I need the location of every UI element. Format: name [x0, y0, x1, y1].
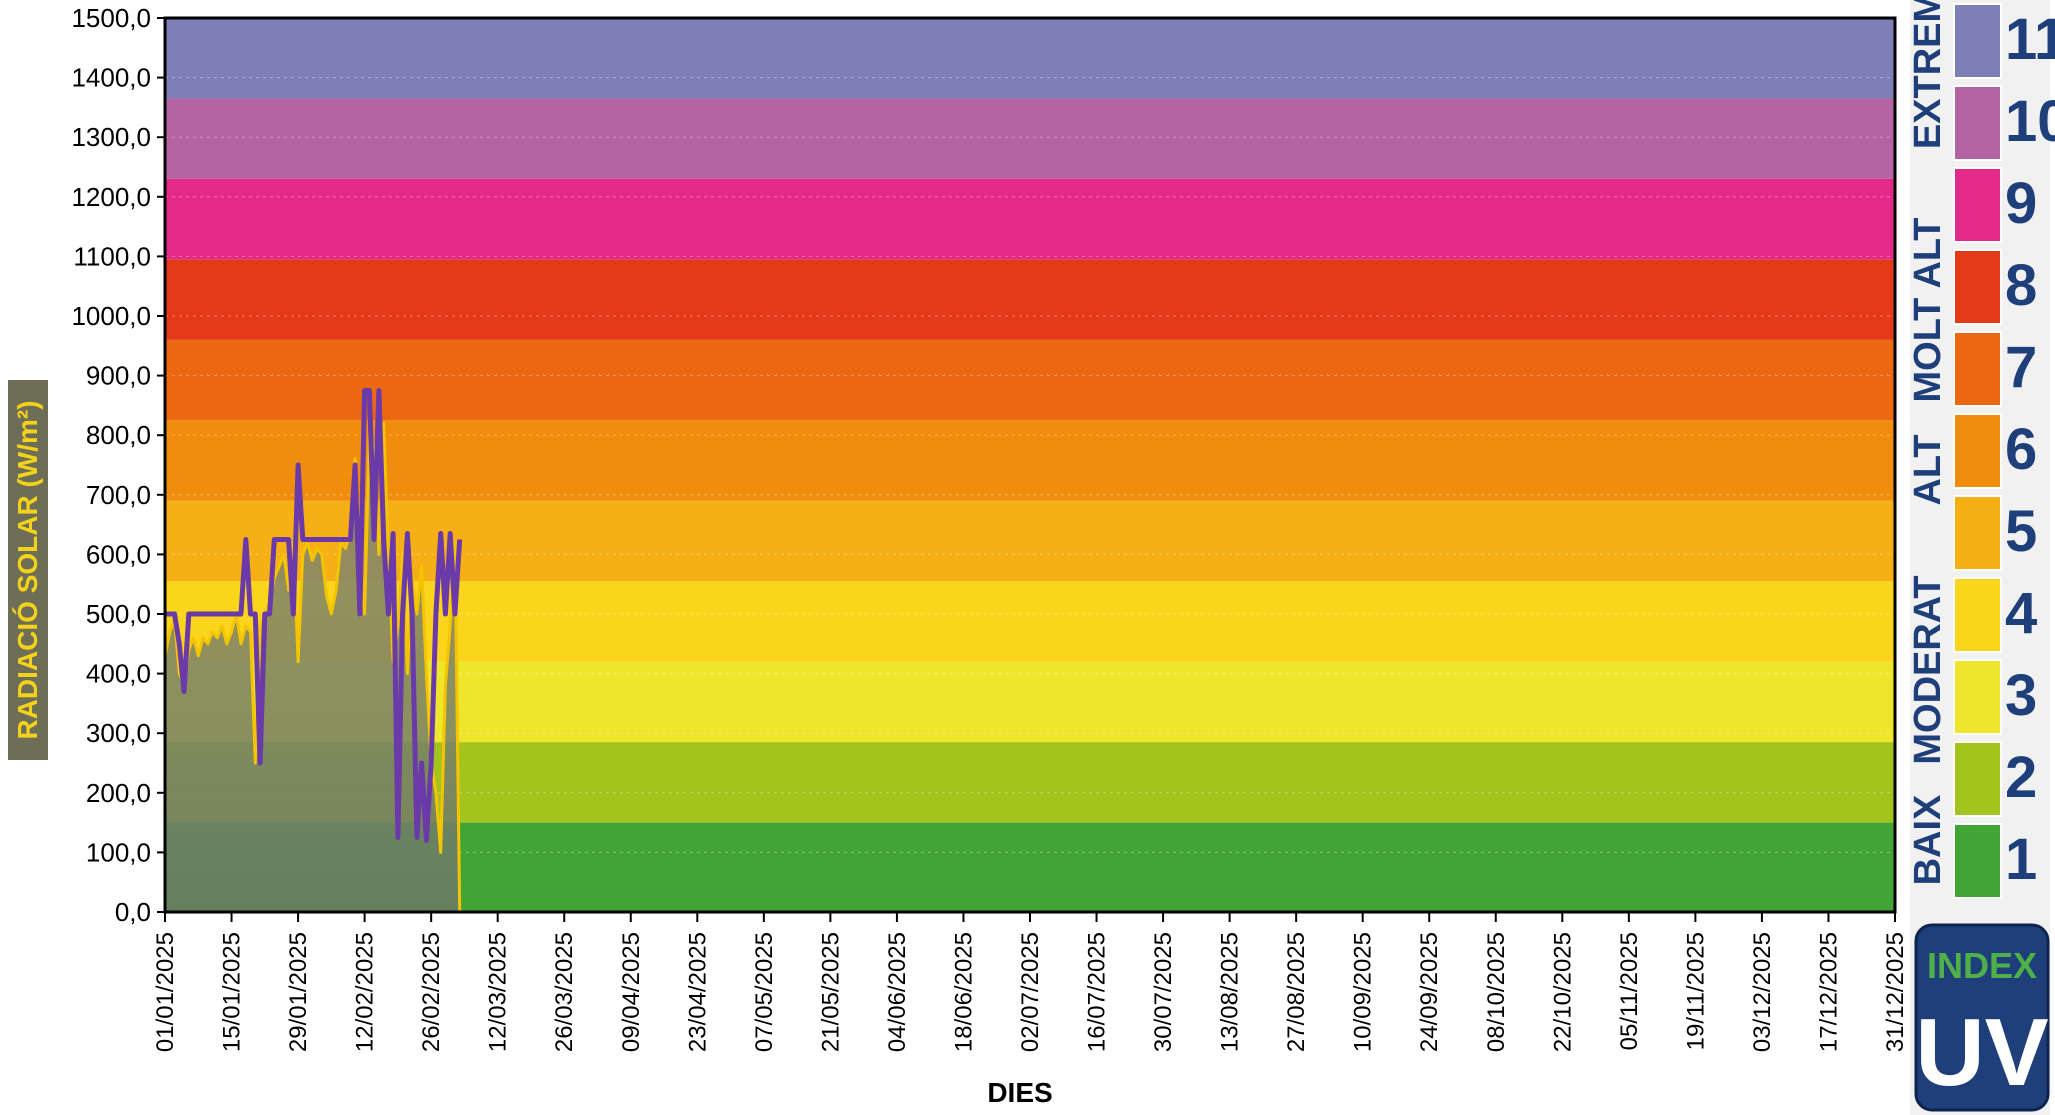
uv-level-label: 3: [2005, 663, 2037, 728]
y-tick-label: 800,0: [86, 420, 151, 450]
uv-swatch-2: [1953, 741, 2002, 817]
x-tick-labels: 01/01/2025 15/01/2025 29/01/2025 12/02/2025…: [152, 912, 1909, 1052]
uv-level-label: 1: [2005, 827, 2037, 892]
uv-swatch-10: [1953, 85, 2002, 161]
y-tick-label: 1400,0: [71, 63, 151, 93]
uv-level-label: 10: [2005, 89, 2055, 154]
uv-band-background: [165, 18, 1895, 912]
uv-level-label: 2: [2005, 745, 2037, 810]
uv-index-scale: 1 2 3 4 5 6 7 8 9 10 11+ BAIX MODERAT ALT MOLT ALT EXTR…: [1907, 0, 2055, 1115]
y-tick-label: 1100,0: [73, 241, 151, 271]
x-tick-label: 13/08/2025: [1217, 932, 1244, 1052]
uv-badge: [1914, 923, 2050, 1112]
y-tick-label: 600,0: [86, 539, 151, 569]
x-tick-label: 21/05/2025: [817, 932, 844, 1052]
y-axis-title: RADIACIÓ SOLAR (W/m²): [12, 400, 43, 739]
uv-band-10: [165, 98, 1895, 179]
x-tick-label: 07/05/2025: [751, 932, 778, 1052]
uv-swatch-1: [1953, 823, 2002, 899]
uv-band-7: [165, 339, 1895, 421]
x-tick-label: 29/01/2025: [285, 932, 312, 1052]
y-tick-label: 100,0: [86, 837, 151, 867]
y-tick-label: 700,0: [86, 480, 151, 510]
y-tick-label: 1200,0: [71, 182, 151, 212]
uv-swatch-4: [1953, 577, 2002, 653]
uv-band-9: [165, 178, 1895, 260]
uv-band-8: [165, 259, 1895, 340]
y-tick-label: 1000,0: [71, 301, 151, 331]
uv-swatch-7: [1953, 331, 2002, 407]
y-tick-label: 300,0: [86, 718, 151, 748]
uv-level-label: 8: [2005, 253, 2037, 318]
uv-swatch-5: [1953, 495, 2002, 571]
uv-category-label: MODERAT: [1907, 575, 1949, 764]
x-tick-label: 16/07/2025: [1084, 932, 1111, 1052]
uv-badge-top: INDEX: [1927, 945, 2037, 986]
uv-category-label: ALT: [1907, 434, 1949, 505]
y-tick-label: 900,0: [86, 361, 151, 391]
x-tick-label: 18/06/2025: [950, 932, 977, 1052]
y-tick-label: 1500,0: [71, 3, 151, 33]
x-tick-label: 02/07/2025: [1017, 932, 1044, 1052]
uv-level-label: 5: [2005, 499, 2037, 564]
uv-band-6: [165, 420, 1895, 501]
series-line-layer: [163, 388, 463, 913]
uv-badge-bottom: UV: [1915, 999, 2048, 1106]
x-tick-label: 09/04/2025: [618, 932, 645, 1052]
uv-swatch-6: [1953, 413, 2002, 489]
uv-level-label: 11+: [2005, 7, 2055, 72]
uv-level-label: 7: [2005, 335, 2037, 400]
x-tick-label: 03/12/2025: [1749, 932, 1776, 1052]
x-tick-label: 26/02/2025: [418, 932, 445, 1052]
x-tick-label: 17/12/2025: [1815, 932, 1842, 1052]
y-axis-title-box: [8, 380, 48, 760]
uv-band-11: [165, 18, 1895, 99]
uv-band-5: [165, 500, 1895, 582]
y-tick-label: 500,0: [86, 599, 151, 629]
uv-swatch-11+: [1953, 3, 2002, 79]
y-tick-label: 200,0: [86, 778, 151, 808]
uv-level-label: 6: [2005, 417, 2037, 482]
x-tick-label: 27/08/2025: [1283, 932, 1310, 1052]
uv-category-label: MOLT ALT: [1907, 217, 1949, 402]
x-tick-label: 08/10/2025: [1483, 932, 1510, 1052]
x-tick-label: 04/06/2025: [884, 932, 911, 1052]
uv-category-label: EXTREM: [1907, 0, 1949, 149]
x-tick-label: 10/09/2025: [1350, 932, 1377, 1052]
x-tick-label: 05/11/2025: [1616, 932, 1643, 1050]
x-tick-label: 12/03/2025: [485, 932, 512, 1052]
x-tick-label: 24/09/2025: [1416, 932, 1443, 1052]
x-tick-label: 30/07/2025: [1150, 932, 1177, 1052]
uv-swatch-9: [1953, 167, 2002, 243]
x-tick-label: 19/11/2025: [1682, 932, 1709, 1050]
x-axis-title: DIES: [987, 1077, 1052, 1108]
y-tick-label: 1300,0: [71, 122, 151, 152]
y-tick-label: 400,0: [86, 659, 151, 689]
x-tick-label: 12/02/2025: [352, 932, 379, 1052]
y-tick-label: 0,0: [115, 897, 151, 927]
x-tick-label: 31/12/2025: [1882, 932, 1909, 1052]
x-tick-label: 01/01/2025: [152, 932, 179, 1052]
x-tick-label: 22/10/2025: [1549, 932, 1576, 1052]
y-tick-labels: 0,0 100,0 200,0 300,0 400,0 500,0 600,0 700,0 80…: [71, 3, 165, 927]
uv-category-label: BAIX: [1907, 794, 1949, 885]
uv-swatch-8: [1953, 249, 2002, 325]
uv-level-label: 9: [2005, 171, 2037, 236]
uv-level-label: 4: [2005, 581, 2037, 646]
uv-swatch-3: [1953, 659, 2002, 735]
x-tick-label: 26/03/2025: [551, 932, 578, 1052]
x-tick-label: 15/01/2025: [219, 932, 246, 1052]
x-tick-label: 23/04/2025: [684, 932, 711, 1052]
